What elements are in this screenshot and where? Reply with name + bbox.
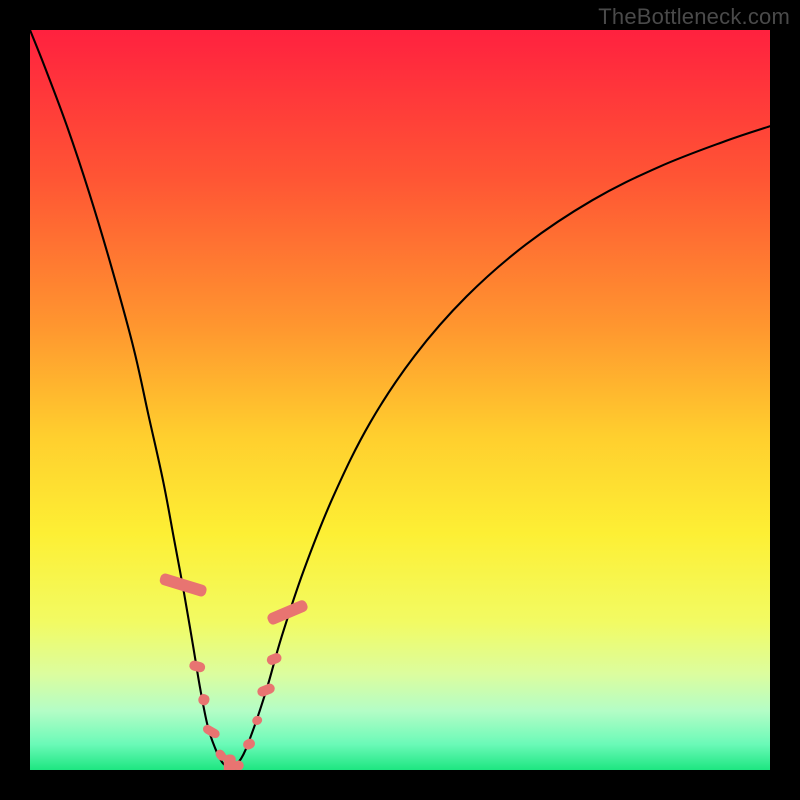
watermark: TheBottleneck.com [598,4,790,30]
chart-container: { "watermark": { "text": "TheBottleneck.… [0,0,800,800]
plot-area [30,30,770,770]
data-marker [224,755,236,770]
chart-svg [30,30,770,770]
watermark-text: TheBottleneck.com [598,4,790,29]
gradient-background [30,30,770,770]
